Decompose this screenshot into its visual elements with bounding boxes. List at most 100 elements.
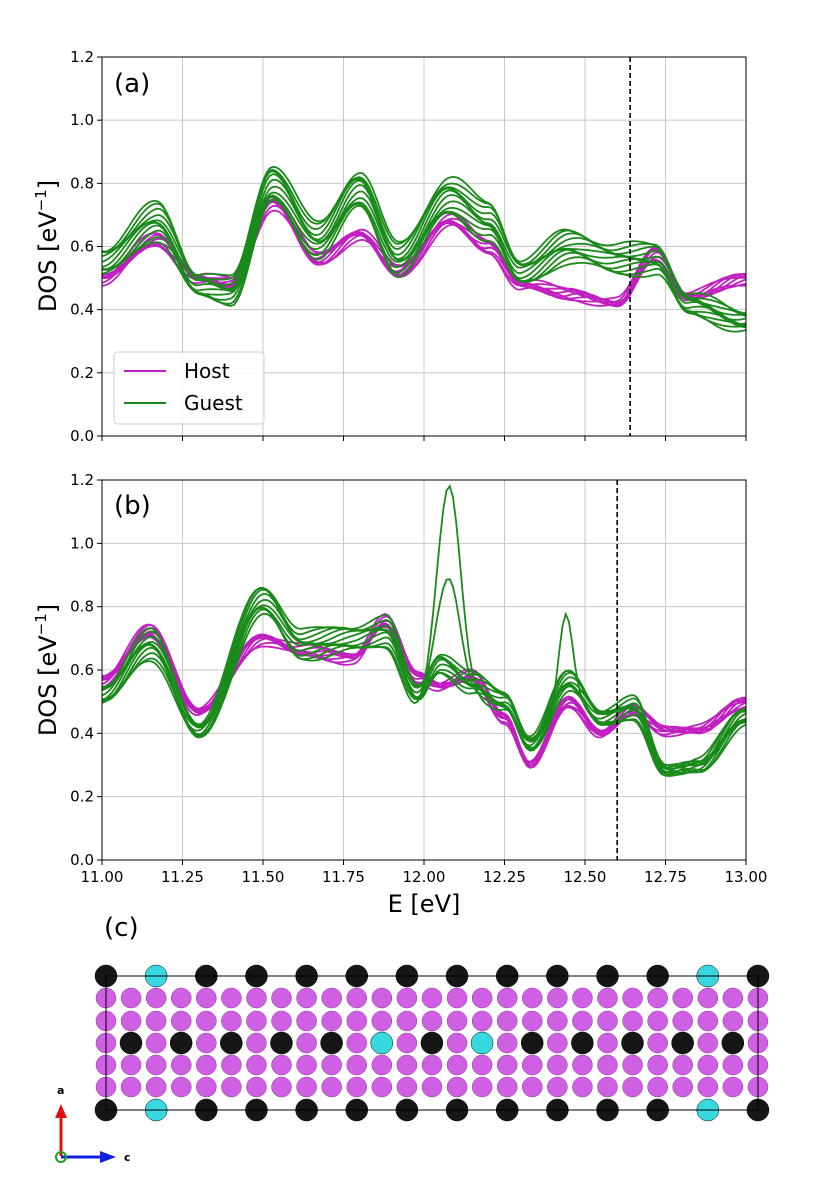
atom-pink (170, 1010, 192, 1032)
atom-pink (120, 1076, 142, 1098)
atom-pink (346, 1054, 367, 1076)
atom-pink (221, 987, 242, 1009)
atom-pink (722, 1076, 744, 1098)
atom-pink (697, 1054, 719, 1076)
y-tick-label: 0.8 (70, 598, 94, 616)
atom-black (320, 1031, 343, 1055)
atom-pink (246, 1054, 267, 1076)
atom-pink (597, 1054, 618, 1076)
atom-black (721, 1031, 745, 1055)
y-tick-label: 0.6 (70, 238, 94, 256)
atom-pink (647, 1076, 668, 1098)
atom-pink (547, 987, 568, 1009)
atom-pink (622, 1076, 643, 1098)
atom-pink (346, 987, 367, 1009)
atom-pink (346, 1076, 367, 1098)
atom-pink (647, 1032, 668, 1054)
atom-black (270, 1031, 293, 1055)
atom-pink (221, 1076, 242, 1098)
atom-pink (647, 1054, 668, 1076)
x-tick-label: 12.00 (403, 868, 446, 886)
atom-pink (170, 987, 192, 1009)
atom-pink (697, 987, 719, 1009)
axis-indicator: a c (55, 1084, 131, 1164)
atom-pink (145, 1032, 167, 1054)
atom-pink (722, 987, 744, 1009)
atom-cyan (470, 1031, 494, 1055)
atom-pink (597, 987, 618, 1009)
atom-pink (471, 1054, 493, 1076)
atom-pink (221, 1010, 242, 1032)
y-tick-label: 0.0 (70, 427, 94, 445)
axis-c-label: c (124, 1151, 131, 1164)
axis-origin (55, 1151, 67, 1163)
atom-pink (622, 987, 643, 1009)
atom-pink (446, 1076, 468, 1098)
atom-pink (672, 987, 693, 1009)
x-tick-label: 11.50 (242, 868, 285, 886)
atom-pink (522, 987, 543, 1009)
atom-pink (196, 987, 217, 1009)
atom-pink (597, 1032, 618, 1054)
atom-pink (647, 1010, 668, 1032)
atom-pink (722, 1010, 744, 1032)
atom-pink (572, 1054, 593, 1076)
atom-pink (145, 987, 167, 1009)
atom-pink (271, 1076, 292, 1098)
x-tick-label: 11.25 (161, 868, 204, 886)
atom-pink (346, 1010, 367, 1032)
y-axis-label-b: DOS [eV−1] (32, 604, 62, 736)
guest-curve (102, 198, 746, 333)
atom-pink (371, 1010, 393, 1032)
atom-pink (446, 1032, 468, 1054)
atom-pink (597, 1010, 618, 1032)
atom-pink (471, 1076, 493, 1098)
atom-pink (221, 1054, 242, 1076)
ticks-b: 11.00 11.25 11.50 11.75 12.00 12.25 12.50 12.75… (70, 471, 767, 886)
y-tick-label: 0.0 (70, 851, 94, 869)
atom-pink (547, 1076, 568, 1098)
chart-panel-b: 11.00 11.25 11.50 11.75 12.00 12.25 12.50 12.75… (32, 471, 767, 918)
atom-pink (522, 1076, 543, 1098)
atom-pink (396, 987, 418, 1009)
legend: Host Guest (113, 351, 265, 425)
guest-curve (102, 173, 746, 321)
atom-pink (446, 1010, 468, 1032)
atom-pink (321, 987, 342, 1009)
atom-lattice (94, 964, 770, 1122)
atom-pink (647, 987, 668, 1009)
atom-pink (496, 1054, 518, 1076)
atom-pink (371, 987, 393, 1009)
guest-curve (102, 587, 746, 771)
panel-label-c: (c) (104, 913, 139, 943)
y-axis-label-a: DOS [eV−1] (32, 180, 62, 312)
atom-pink (471, 987, 493, 1009)
atom-pink (170, 1076, 192, 1098)
atom-pink (170, 1054, 192, 1076)
atom-pink (396, 1054, 418, 1076)
atom-pink (396, 1010, 418, 1032)
atom-pink (296, 987, 317, 1009)
atom-pink (421, 1054, 443, 1076)
atom-pink (672, 1010, 693, 1032)
atom-pink (246, 1076, 267, 1098)
unit-cell-frame (105, 975, 759, 1111)
atom-pink (396, 1076, 418, 1098)
atom-pink (446, 1054, 468, 1076)
y-tick-label: 0.2 (70, 788, 94, 806)
atom-pink (547, 1032, 568, 1054)
atom-pink (572, 1076, 593, 1098)
curves-a (102, 57, 746, 436)
y-tick-label: 0.4 (70, 724, 94, 742)
axis-a-arrowhead (55, 1104, 67, 1118)
atom-pink (597, 1076, 618, 1098)
atom-pink (421, 1010, 443, 1032)
atom-pink (421, 987, 443, 1009)
y-tick-label: 0.6 (70, 661, 94, 679)
chart-panel-a: 0.0 0.2 0.4 0.6 0.8 1.0 1.2 (a) DOS [eV−1] Hos… (32, 48, 747, 445)
host-curve (102, 619, 746, 769)
atom-pink (547, 1010, 568, 1032)
atom-pink (371, 1054, 393, 1076)
atom-pink (321, 1054, 342, 1076)
atom-black (571, 1031, 594, 1055)
